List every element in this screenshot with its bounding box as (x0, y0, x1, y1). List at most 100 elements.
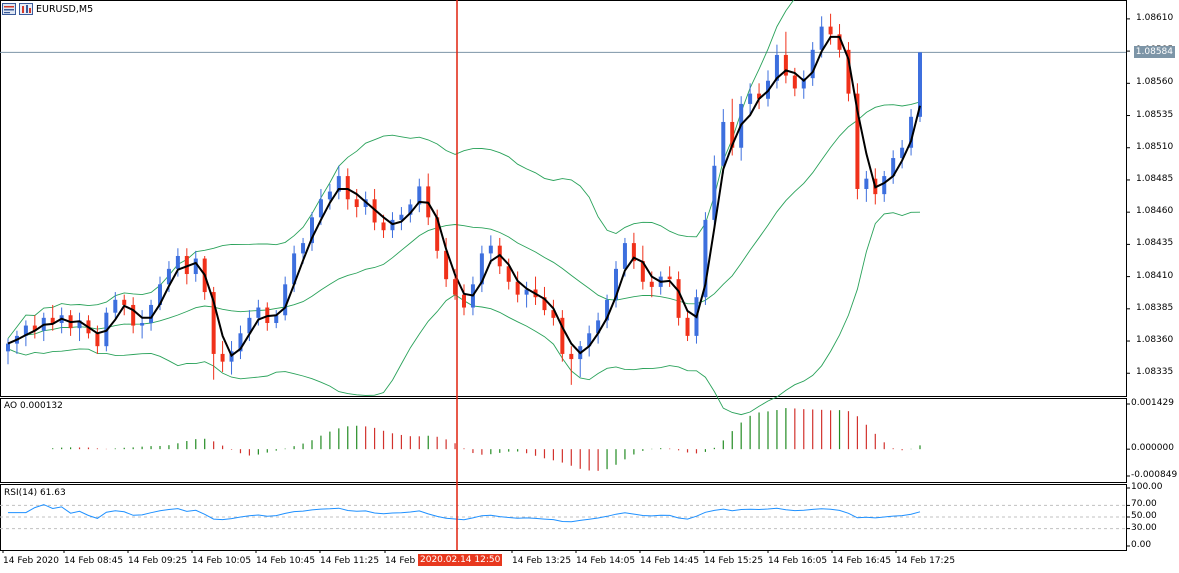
candle-bear (792, 75, 797, 89)
candle-bull (417, 186, 422, 205)
candle-bull (318, 199, 323, 218)
candle-bear (551, 310, 556, 318)
candle-bear (730, 121, 735, 148)
time-tick-label: 14 Feb 16:05 (768, 556, 828, 566)
rsi-tick-label: 0.00 (1131, 540, 1152, 550)
chart-window-icon-secondary (19, 3, 33, 15)
candle-bear (837, 34, 842, 50)
candle-bear (685, 317, 690, 336)
candle-bear (345, 176, 350, 200)
price-tick-label: 1.08610 (1136, 12, 1174, 23)
time-tick-label: 14 Feb 14:05 (576, 556, 636, 566)
candle-bull (801, 78, 806, 89)
candle-bull (909, 116, 914, 148)
price-tick-label: 1.08560 (1136, 77, 1174, 88)
candle-bull (864, 178, 869, 189)
candle-bull (810, 49, 815, 79)
ao-tick-label: 0.001429 (1131, 398, 1174, 408)
candle-bear (435, 217, 440, 251)
candle-bull (247, 317, 252, 334)
time-tick-label: 14 Feb 10:45 (256, 556, 316, 566)
candle-bear (32, 325, 37, 331)
chart-symbol-title: EURUSD,M5 (36, 3, 94, 15)
candle-bull (748, 93, 753, 104)
candle-bear (122, 299, 127, 305)
chart-title-bar: EURUSD,M5 (2, 0, 93, 18)
candle-bull (703, 219, 708, 298)
candle-bull (479, 253, 484, 285)
price-tick-label: 1.08360 (1136, 335, 1174, 346)
candle-bear (50, 317, 55, 323)
price-tick-label: 1.08535 (1136, 109, 1174, 120)
candle-bear (131, 304, 136, 326)
candle-bull (918, 52, 922, 117)
candle-bear (381, 222, 386, 231)
candle-bull (327, 191, 332, 200)
candle-bull (77, 320, 82, 329)
candle-bull (140, 322, 145, 326)
candle-bear (462, 294, 466, 308)
candle-bear (649, 281, 654, 287)
price-tick-label: 1.08335 (1136, 367, 1174, 378)
candle-bear (846, 49, 851, 94)
candle-bull (283, 284, 288, 316)
time-tick-label: 14 Feb 15:25 (704, 556, 764, 566)
candle-bear (676, 279, 681, 318)
time-tick-label: 14 Feb 14:45 (640, 556, 700, 566)
candle-bear (828, 26, 833, 35)
ao-panel-frame (0, 398, 1127, 483)
rsi-tick-label: 50.00 (1131, 511, 1157, 521)
candle-bear (184, 255, 189, 275)
time-tick-label: 14 Feb 16:45 (832, 556, 892, 566)
time-tick-label: 14 Feb 10:05 (192, 556, 252, 566)
candle-bear (542, 297, 547, 311)
candle-bear (757, 93, 762, 99)
candle-bull (488, 245, 493, 254)
candle-bear (506, 266, 511, 282)
candle-bull (721, 121, 726, 166)
candle-bull (408, 204, 413, 215)
candle-bull (399, 214, 404, 220)
time-tick-label: 14 Feb (385, 556, 416, 566)
candle-bull (301, 243, 306, 254)
candle-bull (274, 315, 279, 323)
price-tick-label: 1.08385 (1136, 302, 1174, 313)
candle-bull (882, 176, 887, 195)
candle-bear (569, 353, 574, 360)
candle-bear (855, 93, 860, 189)
time-tick-label: 14 Feb 08:45 (64, 556, 124, 566)
time-tick-label: 14 Feb 09:25 (128, 556, 188, 566)
candle-bear (560, 317, 565, 354)
candle-bull (310, 217, 314, 244)
candle-bull (158, 284, 162, 305)
candle-bear (631, 243, 636, 262)
candle-bull (113, 299, 118, 313)
candle-bear (453, 279, 458, 295)
candle-bull (587, 333, 592, 347)
price-tick-label: 1.08460 (1136, 206, 1174, 217)
candle-bull (336, 176, 341, 192)
candle-bull (175, 255, 180, 269)
candle-bull (819, 26, 824, 50)
candle-bull (605, 299, 610, 321)
bollinger-middle-band (7, 101, 921, 345)
candle-bull (256, 307, 261, 318)
candle-bull (149, 304, 154, 323)
crosshair-time-tag: 2020.02.14 12:50 (418, 554, 503, 566)
candle-bear (211, 292, 216, 354)
candle-bull (900, 147, 905, 159)
candle-bull (622, 243, 627, 269)
candle-bull (23, 325, 28, 336)
price-tick-label: 1.08410 (1136, 270, 1174, 281)
candle-bull (712, 165, 717, 220)
price-tick-label: 1.08485 (1136, 173, 1174, 184)
rsi-tick-label: 70.00 (1131, 499, 1157, 510)
time-tick-label: 14 Feb 13:25 (512, 556, 572, 566)
rsi-line (8, 504, 921, 523)
candle-bull (614, 268, 618, 300)
ao-indicator-label: AO 0.000132 (4, 401, 63, 411)
time-tick-label: 14 Feb 11:25 (320, 556, 380, 566)
candle-bull (238, 333, 243, 352)
